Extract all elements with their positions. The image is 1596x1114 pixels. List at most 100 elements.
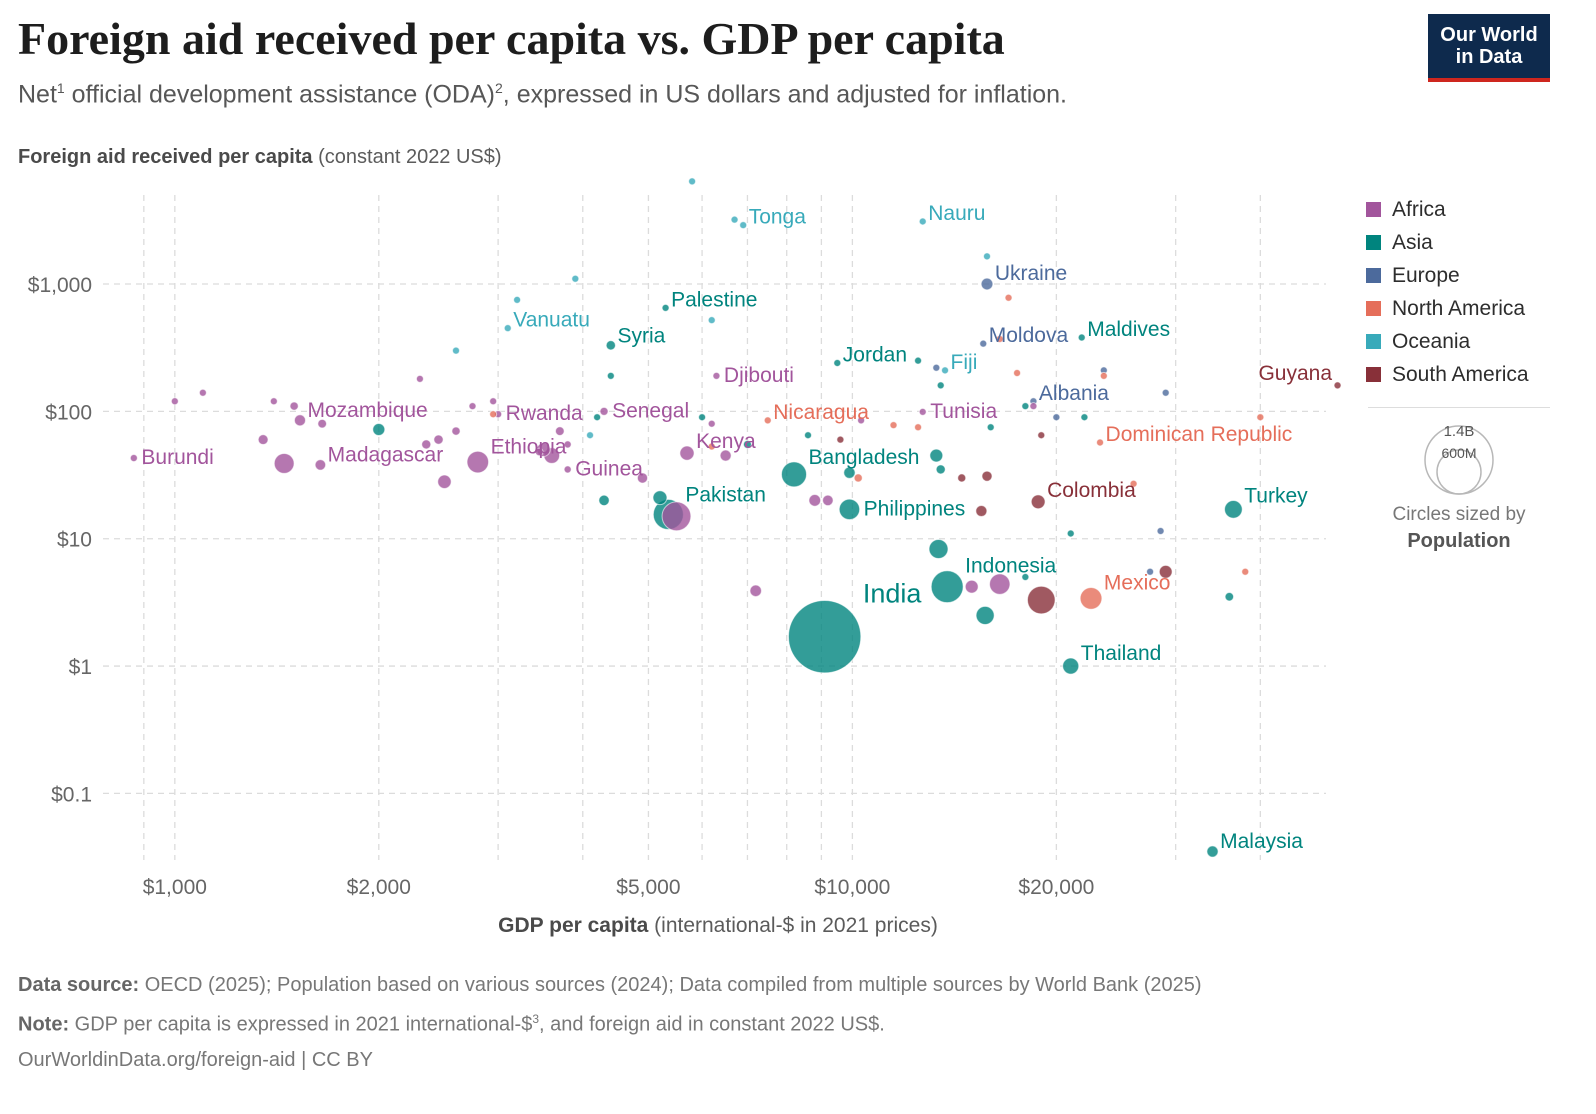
- point-bhutan: [914, 356, 923, 365]
- legend-label: Oceania: [1392, 329, 1471, 353]
- source-url[interactable]: OurWorldinData.org/foreign-aid | CC BY: [18, 1049, 373, 1071]
- point-label-kenya: Kenya: [696, 430, 756, 453]
- point-label-thailand: Thailand: [1081, 642, 1162, 665]
- point-palestine: [661, 303, 670, 312]
- point-papua-new-guinea: [586, 431, 595, 440]
- owid-logo[interactable]: Our World in Data: [1428, 14, 1550, 82]
- x-axis-title: GDP per capita (international-$ in 2021 …: [498, 914, 938, 937]
- legend-swatch-africa: [1366, 202, 1381, 217]
- point-samoa: [707, 316, 716, 325]
- point-gambia: [489, 397, 498, 406]
- point-label-ethiopia: Ethiopia: [491, 435, 567, 458]
- point-peru: [975, 504, 988, 518]
- legend-item-europe[interactable]: Europe: [1366, 259, 1529, 292]
- point-label-palestine: Palestine: [671, 288, 757, 311]
- legend-item-north-america[interactable]: North America: [1366, 292, 1529, 325]
- point-zimbabwe: [534, 447, 544, 457]
- point-brazil: [1026, 585, 1056, 615]
- point-solomon-islands: [451, 346, 460, 355]
- size-legend-circles: 1.4B 600M: [1424, 423, 1494, 495]
- legend-label: Europe: [1392, 263, 1460, 287]
- point-moldova: [979, 339, 988, 348]
- point-kenya: [679, 445, 695, 461]
- point-thailand: [1062, 657, 1080, 675]
- point-philippines: [838, 498, 861, 521]
- point-label-moldova: Moldova: [989, 324, 1069, 347]
- legend-label: North America: [1392, 296, 1526, 320]
- point-algeria: [964, 579, 979, 594]
- point-burundi: [129, 453, 138, 463]
- legend-item-oceania[interactable]: Oceania: [1366, 325, 1529, 358]
- point-label-malaysia: Malaysia: [1220, 830, 1303, 853]
- point-turkey: [1224, 500, 1243, 519]
- y-axis-title: Foreign aid received per capita (constan…: [18, 146, 502, 168]
- point-label-tunisia: Tunisia: [930, 400, 997, 423]
- point-micronesia: [571, 274, 580, 283]
- point-malaysia: [1206, 845, 1219, 858]
- legend-item-asia[interactable]: Asia: [1366, 226, 1529, 259]
- point-georgia: [1080, 413, 1089, 422]
- point-iraq: [929, 448, 944, 463]
- legend-divider: [1368, 407, 1550, 408]
- point-label-syria: Syria: [617, 325, 665, 348]
- point-marshall-islands: [730, 215, 739, 224]
- size-legend-caption: Circles sized by: [1392, 504, 1526, 525]
- x-tick-label: $2,000: [347, 876, 411, 899]
- point-tajikistan: [593, 413, 602, 422]
- point-label-tonga: Tonga: [749, 206, 807, 229]
- point-palau: [983, 252, 992, 261]
- point-guatemala: [853, 473, 863, 483]
- point-myanmar: [652, 490, 668, 506]
- point-suriname: [1037, 431, 1046, 440]
- point-tonga: [739, 221, 748, 230]
- point-chad: [451, 426, 461, 436]
- point-azerbaijan: [1066, 529, 1075, 538]
- point-costa-rica: [1129, 479, 1138, 488]
- point-kazakhstan: [1224, 592, 1235, 602]
- point-label-fiji: Fiji: [951, 351, 978, 374]
- point-bangladesh: [780, 461, 808, 488]
- point-label-indonesia: Indonesia: [965, 555, 1056, 578]
- point-malawi: [317, 418, 328, 429]
- point-dominica: [1004, 293, 1013, 302]
- point-label-india: India: [863, 579, 923, 609]
- legend-swatch-oceania: [1366, 334, 1381, 349]
- point-cameroon: [636, 472, 649, 484]
- legend-label: South America: [1392, 362, 1529, 386]
- size-legend-variable[interactable]: Population: [1407, 530, 1511, 552]
- point-label-jordan: Jordan: [843, 343, 907, 366]
- point-label-rwanda: Rwanda: [506, 402, 583, 425]
- point-egypt: [989, 573, 1011, 595]
- point-jamaica: [914, 423, 923, 432]
- point-kyrgyzstan: [698, 413, 707, 422]
- point-bosnia-and-herzegovina: [1052, 413, 1061, 422]
- point-jordan: [833, 358, 842, 367]
- point-label-philippines: Philippines: [864, 497, 966, 520]
- point-lesotho: [468, 402, 477, 411]
- point-mexico: [1079, 587, 1103, 610]
- point-label-bangladesh: Bangladesh: [809, 446, 920, 469]
- point-label-vanuatu: Vanuatu: [513, 309, 590, 332]
- point-nigeria: [661, 501, 692, 532]
- point-ethiopia: [466, 450, 490, 474]
- point-mozambique: [293, 414, 307, 427]
- point-maldives: [1077, 333, 1086, 342]
- point-india: [787, 600, 862, 674]
- point-nicaragua: [763, 416, 772, 425]
- size-legend: 1.4B 600M Circles sized by Population: [1366, 418, 1552, 553]
- point-label-dominican-republic: Dominican Republic: [1106, 423, 1293, 446]
- point-lao-pdr: [804, 431, 813, 440]
- point-uganda: [437, 474, 452, 489]
- point-mali: [433, 434, 444, 445]
- point-yemen: [372, 423, 386, 437]
- point-tunisia: [918, 407, 927, 416]
- point-colombia: [1030, 494, 1046, 510]
- point-sierra-leone: [269, 397, 278, 406]
- point-ecuador: [957, 473, 967, 483]
- legend-item-south-america[interactable]: South America: [1366, 358, 1529, 391]
- point-angola: [749, 584, 763, 598]
- point-cuba: [995, 335, 1004, 344]
- point-sri-lanka: [935, 464, 946, 475]
- legend-item-africa[interactable]: Africa: [1366, 193, 1529, 226]
- point-label-ukraine: Ukraine: [995, 262, 1067, 285]
